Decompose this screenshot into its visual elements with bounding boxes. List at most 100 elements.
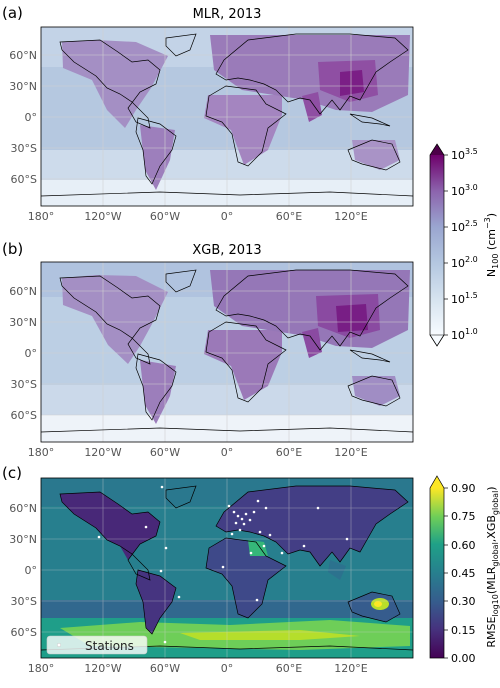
panel-c: (c) — [2, 464, 414, 675]
lat-tick: 60°N — [9, 502, 37, 515]
station-marker — [249, 551, 253, 555]
lon-tick: 120°W — [84, 446, 121, 459]
lat-tick: 0° — [25, 564, 38, 577]
station-marker — [234, 521, 238, 525]
legend-station-marker — [57, 643, 62, 648]
colorbar-bottom-bar — [430, 488, 444, 658]
panel-b: (b) XGB, 2013 — [2, 240, 414, 459]
station-marker — [97, 535, 101, 539]
colorbar-top: 103.5 103.0 102.5 102.0 101.5 101.0 N100… — [429, 143, 500, 347]
lon-tick: 180° — [28, 446, 55, 459]
station-marker — [268, 533, 272, 537]
lat-tick: 60°N — [9, 49, 37, 62]
panel-b-lon-ticks: 180° 120°W 60°W 0° 60°E 120°E — [28, 446, 368, 459]
lon-tick: 120°E — [334, 446, 367, 459]
lat-tick: 30°N — [9, 533, 37, 546]
lon-tick: 180° — [28, 662, 55, 675]
lat-tick: 30°S — [11, 142, 37, 155]
lon-tick: 120°W — [84, 210, 121, 223]
colorbar-top-tick: 103.0 — [451, 183, 478, 198]
lat-tick: 30°N — [9, 316, 37, 329]
station-marker — [280, 551, 284, 555]
lat-tick: 60°S — [11, 626, 37, 639]
station-marker — [236, 514, 240, 518]
lat-tick: 0° — [25, 111, 38, 124]
legend-label: Stations — [85, 639, 134, 653]
station-marker — [227, 504, 231, 508]
colorbar-bottom-tick: 0.30 — [451, 595, 476, 608]
lon-tick: 0° — [221, 446, 234, 459]
panel-b-letter: (b) — [2, 240, 23, 258]
lat-tick: 60°S — [11, 409, 37, 422]
lat-tick: 30°S — [11, 378, 37, 391]
lat-tick: 60°N — [9, 285, 37, 298]
panel-b-title: XGB, 2013 — [192, 243, 261, 258]
lat-tick: 0° — [25, 347, 38, 360]
panel-b-grid — [41, 262, 413, 442]
lon-tick: 60°E — [276, 210, 302, 223]
lon-tick: 60°W — [150, 210, 180, 223]
colorbar-bottom: 0.90 0.75 0.60 0.45 0.30 0.15 0.00 RMSEl… — [429, 475, 500, 665]
panel-b-coastlines — [41, 269, 413, 433]
panel-a-title: MLR, 2013 — [193, 7, 262, 22]
colorbar-bottom-tick: 0.60 — [451, 539, 476, 552]
panel-a-coastlines — [41, 33, 413, 197]
station-marker — [248, 518, 252, 522]
station-marker — [163, 640, 167, 644]
station-marker — [252, 510, 256, 514]
station-marker — [242, 522, 246, 526]
station-marker — [302, 544, 306, 548]
colorbar-bottom-tick: 0.15 — [451, 624, 476, 637]
station-marker — [244, 512, 248, 516]
station-marker — [159, 569, 163, 573]
panel-c-legend: Stations — [46, 635, 148, 655]
colorbar-bottom-extend-max — [430, 476, 444, 488]
panel-a-lon-ticks: 180° 120°W 60°W 0° 60°E 120°E — [28, 210, 368, 223]
panel-c-frame — [40, 477, 414, 659]
station-marker — [240, 517, 244, 521]
station-marker — [255, 598, 259, 602]
panel-c-lat-ticks: 60°N 30°N 0° 30°S 60°S — [9, 502, 37, 639]
station-marker — [232, 510, 236, 514]
colorbar-top-extend-min — [429, 334, 445, 347]
station-marker — [345, 537, 349, 541]
station-marker — [160, 485, 164, 489]
legend-box — [46, 635, 148, 655]
colorbar-bottom-tick: 0.75 — [451, 510, 476, 523]
station-marker — [264, 506, 268, 510]
station-marker — [258, 530, 262, 534]
panel-b-frame — [40, 261, 414, 443]
lon-tick: 120°W — [84, 662, 121, 675]
lon-tick: 180° — [28, 210, 55, 223]
lon-tick: 60°W — [150, 662, 180, 675]
station-marker — [262, 544, 266, 548]
lon-tick: 60°W — [150, 446, 180, 459]
lat-tick: 30°N — [9, 80, 37, 93]
panel-a-lat-ticks: 60°N 30°N 0° 30°S 60°S — [9, 49, 37, 186]
lon-tick: 60°E — [276, 446, 302, 459]
panel-c-letter: (c) — [2, 464, 22, 482]
colorbar-top-label: N100 (cm−3) — [483, 213, 500, 277]
colorbar-top-ticks: 103.5 103.0 102.5 102.0 101.5 101.0 — [451, 147, 478, 342]
station-marker — [177, 595, 181, 599]
colorbar-top-extend-max — [430, 144, 444, 155]
lat-tick: 60°S — [11, 173, 37, 186]
panel-b-lat-ticks: 60°N 30°N 0° 30°S 60°S — [9, 285, 37, 422]
panel-a: (a) MLR, 2013 — [2, 4, 414, 223]
colorbar-top-tick: 102.5 — [451, 219, 478, 234]
lat-tick: 30°S — [11, 595, 37, 608]
colorbar-top-bar — [430, 155, 444, 335]
station-marker — [230, 532, 234, 536]
station-marker — [144, 525, 148, 529]
colorbar-bottom-tick: 0.45 — [451, 567, 476, 580]
colorbar-top-tick: 101.5 — [451, 291, 478, 306]
station-marker — [256, 499, 260, 503]
colorbar-bottom-ticks: 0.90 0.75 0.60 0.45 0.30 0.15 0.00 — [451, 482, 476, 665]
lon-tick: 0° — [221, 662, 234, 675]
colorbar-top-tick: 101.0 — [451, 327, 478, 342]
lon-tick: 0° — [221, 210, 234, 223]
colorbar-bottom-tick: 0.00 — [451, 652, 476, 665]
station-marker — [238, 528, 242, 532]
station-marker — [221, 565, 225, 569]
